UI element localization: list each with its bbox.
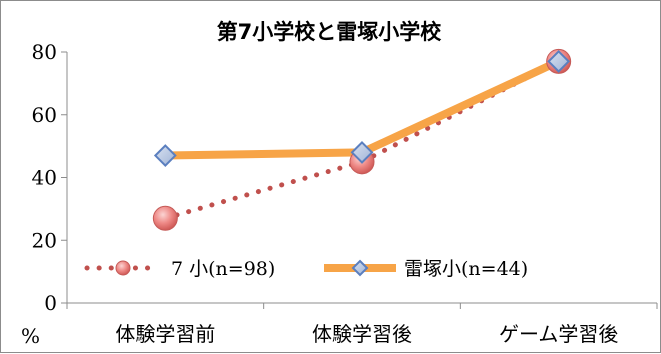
x-tick-label: ゲーム学習後 (499, 322, 618, 346)
y-tick-label: 40 (32, 166, 57, 190)
y-tick-label: 80 (32, 40, 57, 64)
legend-swatch-marker-raizuka (351, 259, 369, 277)
legend-label-7sho: 7 小(n=98) (171, 258, 275, 280)
y-tick-label: 0 (44, 291, 57, 315)
series-layer (152, 48, 572, 231)
y-tick-label: 60 (32, 103, 57, 127)
data-point-raizuka (153, 144, 177, 167)
x-tick-label: 体験学習前 (115, 322, 215, 346)
legend: 7 小(n=98) 雷塚小(n=44) (84, 258, 528, 280)
y-tick-label: 20 (32, 228, 57, 252)
legend-swatch-marker-7sho (115, 260, 131, 276)
data-point-raizuka (350, 140, 374, 164)
chart-title: 第7小学校と雷塚小学校 (217, 20, 443, 44)
y-axis-ticks: 0 20 40 60 80 (32, 40, 67, 315)
y-axis-unit-label: % (21, 324, 40, 348)
x-axis-ticks: 体験学習前 体験学習後 ゲーム学習後 (66, 303, 658, 346)
data-point-raizuka (547, 49, 571, 73)
legend-label-raizuka: 雷塚小(n=44) (404, 258, 528, 280)
data-point-7sho (152, 205, 178, 231)
x-tick-label: 体験学習後 (312, 322, 412, 346)
